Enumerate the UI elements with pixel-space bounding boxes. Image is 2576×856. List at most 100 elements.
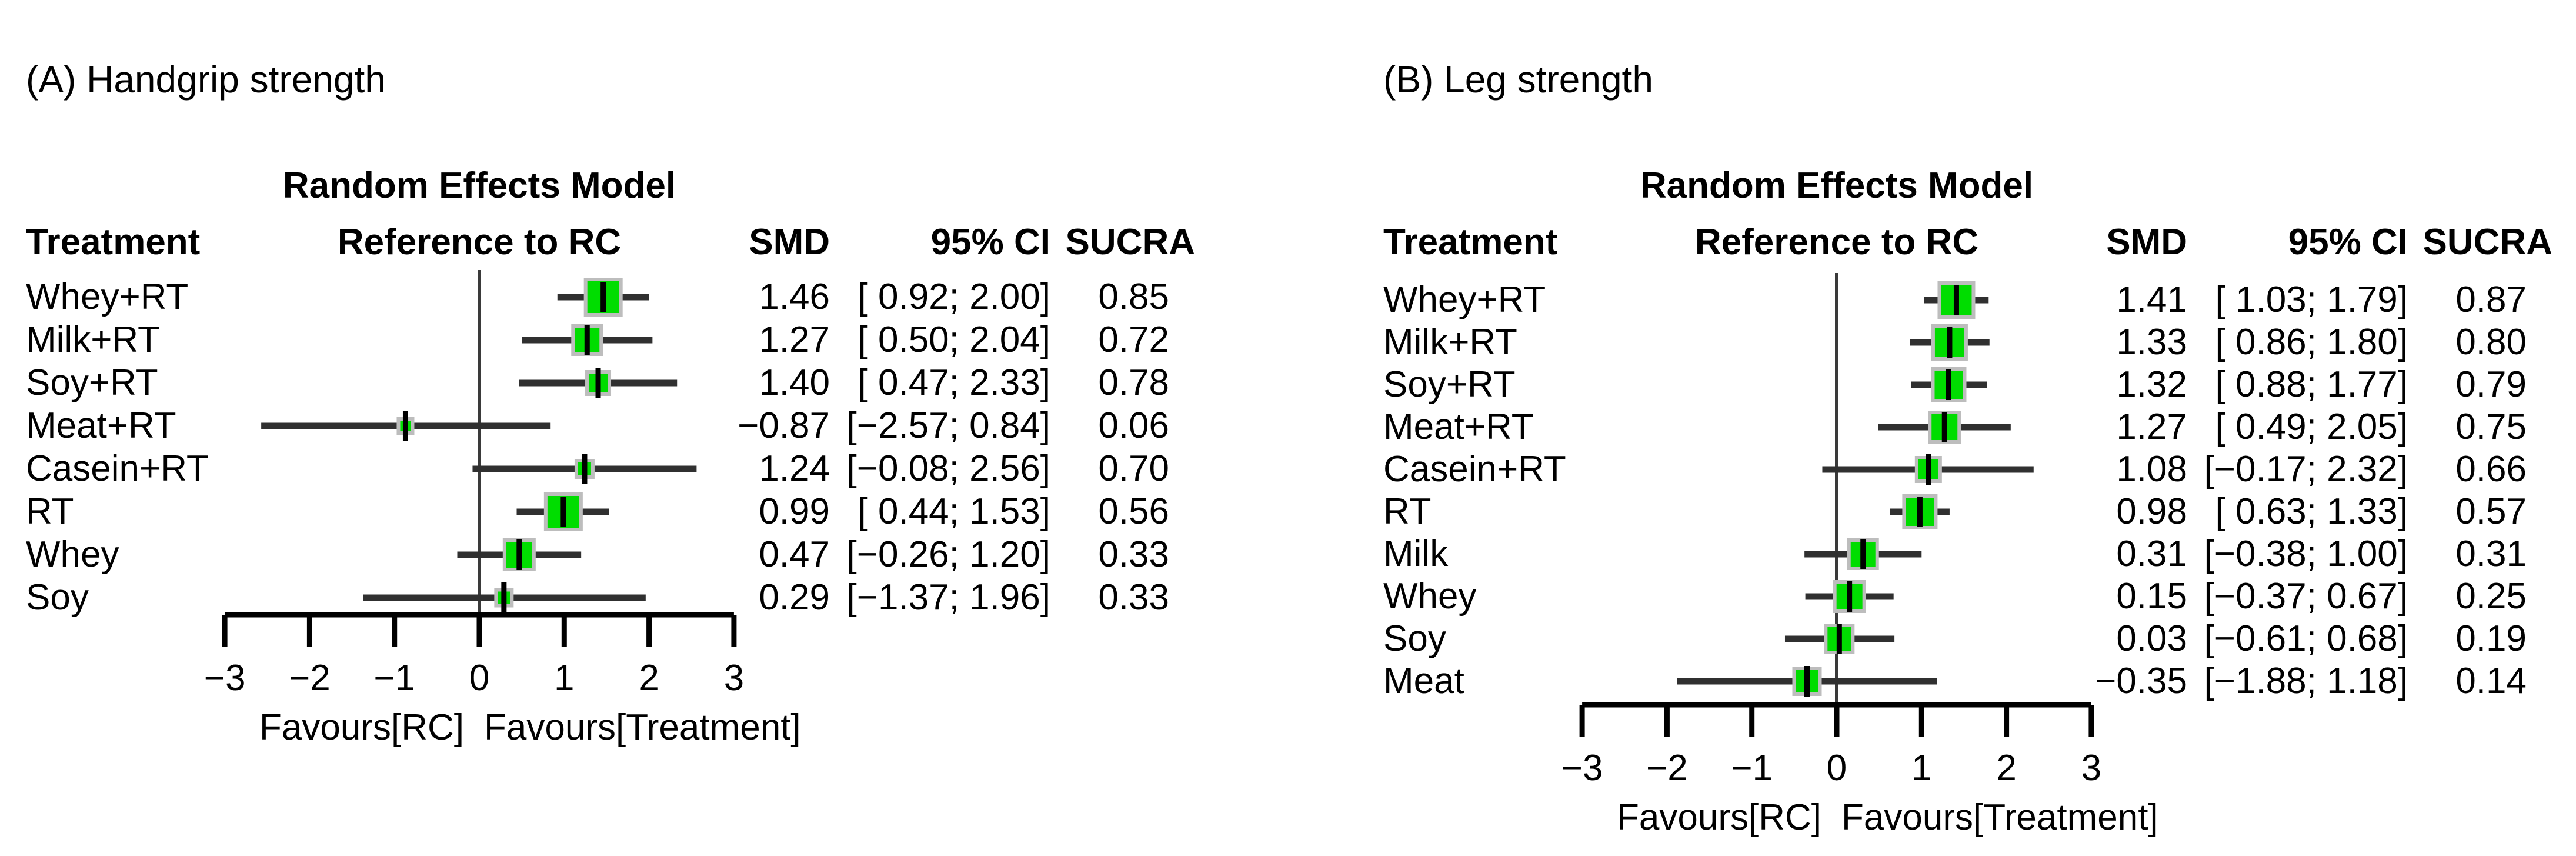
header-treatment: Treatment xyxy=(26,222,201,262)
header-smd: SMD xyxy=(2106,222,2187,262)
ci-value: [−0.37; 0.67] xyxy=(2204,576,2408,617)
ci-value: [−0.26; 1.20] xyxy=(846,534,1050,575)
treatment-label: Milk+RT xyxy=(1383,322,1517,362)
header-sucra: SUCRA xyxy=(2422,222,2552,262)
ci-value: [−1.37; 1.96] xyxy=(846,577,1050,618)
treatment-label: Whey xyxy=(1383,576,1477,617)
header-smd: SMD xyxy=(749,222,830,262)
treatment-label: Milk+RT xyxy=(26,319,160,360)
sucra-value: 0.85 xyxy=(1098,277,1169,317)
point-estimate-tick xyxy=(1804,666,1810,697)
axis-tick-label: −3 xyxy=(1561,748,1603,788)
sucra-value: 0.80 xyxy=(2455,322,2527,362)
axis-tick-label: 2 xyxy=(1996,748,2016,788)
point-estimate-tick xyxy=(1953,285,1959,315)
smd-value: 1.40 xyxy=(759,362,830,403)
ci-value: [−0.08; 2.56] xyxy=(846,448,1050,489)
header-treatment: Treatment xyxy=(1383,222,1558,262)
axis-tick-label: 0 xyxy=(469,658,489,698)
point-estimate-tick xyxy=(595,368,601,398)
sucra-value: 0.33 xyxy=(1098,577,1169,618)
header-sucra: SUCRA xyxy=(1065,222,1195,262)
axis-tick-label: 0 xyxy=(1827,748,1847,788)
favours-left-label: Favours[RC] xyxy=(259,707,464,748)
sucra-value: 0.66 xyxy=(2455,449,2527,489)
header-model: Random Effects Model xyxy=(1640,165,2034,206)
favours-left-label: Favours[RC] xyxy=(1617,797,1821,838)
treatment-label: Meat xyxy=(1383,661,1464,701)
treatment-label: Meat+RT xyxy=(1383,407,1534,447)
axis-tick-label: 1 xyxy=(554,658,574,698)
axis-tick-label: −1 xyxy=(1731,748,1773,788)
treatment-label: Whey xyxy=(26,534,119,575)
axis-tick-label: −1 xyxy=(373,658,415,698)
axis-tick-label: −2 xyxy=(289,658,331,698)
treatment-label: Soy xyxy=(1383,618,1446,659)
treatment-label: RT xyxy=(1383,491,1432,532)
point-estimate-tick xyxy=(1926,454,1931,485)
sucra-value: 0.72 xyxy=(1098,319,1169,360)
ci-value: [−2.57; 0.84] xyxy=(846,405,1050,446)
smd-value: 0.03 xyxy=(2116,618,2187,659)
axis-tick-label: −2 xyxy=(1646,748,1688,788)
point-estimate-tick xyxy=(600,282,606,312)
treatment-label: Milk xyxy=(1383,534,1449,574)
smd-value: 1.08 xyxy=(2116,449,2187,489)
treatment-label: Whey+RT xyxy=(26,277,189,317)
forest-plot-svg: −3 −2 −1 0 1 2 3 Favours[RC] Favours[Treatment] xyxy=(204,270,801,748)
favours-right-label: Favours[Treatment] xyxy=(1841,797,2158,838)
treatment-label: Soy+RT xyxy=(1383,364,1516,405)
smd-value: 0.99 xyxy=(759,491,830,532)
smd-value: 0.15 xyxy=(2116,576,2187,617)
smd-value: 1.33 xyxy=(2116,322,2187,362)
smd-value: −0.35 xyxy=(2095,661,2187,701)
axis-tick-label: 3 xyxy=(2081,748,2101,788)
point-estimate-tick xyxy=(584,325,590,355)
panel-title: (B) Leg strength xyxy=(1383,58,1653,101)
sucra-value: 0.70 xyxy=(1098,448,1169,489)
smd-value: 0.47 xyxy=(759,534,830,575)
ci-value: [−0.17; 2.32] xyxy=(2204,449,2408,489)
treatment-label: Meat+RT xyxy=(26,405,176,446)
axis-tick-label: 2 xyxy=(639,658,659,698)
treatment-label: Casein+RT xyxy=(26,448,209,489)
point-estimate-tick xyxy=(1836,624,1842,654)
smd-value: 1.46 xyxy=(759,277,830,317)
ci-value: [−0.38; 1.00] xyxy=(2204,534,2408,574)
point-estimate-tick xyxy=(1946,369,1951,400)
forest-plot-svg: −3 −2 −1 0 1 2 3 Favours[RC] Favours[Treatment] xyxy=(1561,273,2158,838)
panel-handgrip-strength: (A) Handgrip strength Random Effects Mod… xyxy=(26,58,1195,748)
treatment-label: Soy+RT xyxy=(26,362,158,403)
header-ci: 95% CI xyxy=(930,222,1050,262)
header-model: Random Effects Model xyxy=(282,165,676,206)
point-estimate-tick xyxy=(1860,539,1866,569)
panel-leg-strength: (B) Leg strength Random Effects Model Tr… xyxy=(1357,0,2576,856)
sucra-value: 0.14 xyxy=(2455,661,2527,701)
ci-value: [ 0.88; 1.77] xyxy=(2215,364,2408,405)
ci-value: [ 0.47; 2.33] xyxy=(857,362,1050,403)
point-estimate-tick xyxy=(501,582,507,613)
ci-value: [ 1.03; 1.79] xyxy=(2215,279,2408,320)
point-estimate-tick xyxy=(402,411,408,441)
header-reference: Reference to RC xyxy=(1694,222,1979,262)
point-estimate-tick xyxy=(1917,497,1923,527)
axis-tick-label: 3 xyxy=(724,658,744,698)
point-estimate-tick xyxy=(1847,581,1853,612)
smd-value: 1.41 xyxy=(2116,279,2187,320)
ci-value: [ 0.44; 1.53] xyxy=(857,491,1050,532)
sucra-value: 0.56 xyxy=(1098,491,1169,532)
sucra-value: 0.75 xyxy=(2455,407,2527,447)
ci-value: [−0.61; 0.68] xyxy=(2204,618,2408,659)
ci-value: [ 0.92; 2.00] xyxy=(857,277,1050,317)
smd-value: 1.32 xyxy=(2116,364,2187,405)
rows-layer: Whey+RT 1.46 [ 0.92; 2.00] 0.85 Milk+RT 1.27 [… xyxy=(26,277,1169,618)
treatment-label: Whey+RT xyxy=(1383,279,1546,320)
sucra-value: 0.78 xyxy=(1098,362,1169,403)
treatment-label: RT xyxy=(26,491,74,532)
treatment-label: Soy xyxy=(26,577,89,618)
sucra-value: 0.33 xyxy=(1098,534,1169,575)
point-estimate-tick xyxy=(1941,412,1947,442)
header-ci: 95% CI xyxy=(2288,222,2408,262)
point-estimate-tick xyxy=(560,497,566,527)
